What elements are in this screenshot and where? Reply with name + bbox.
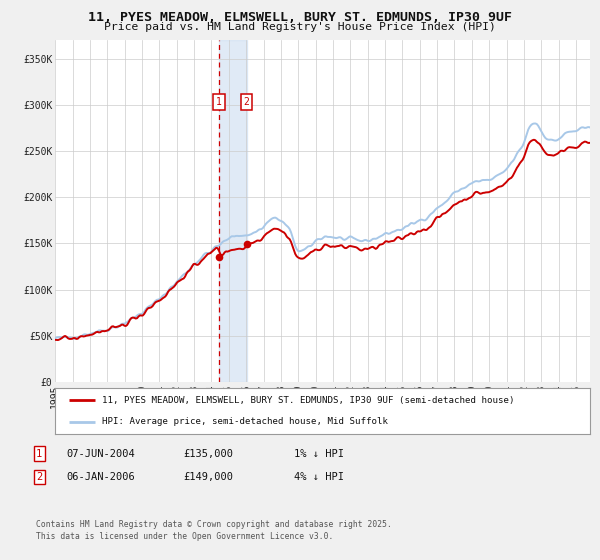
Text: 1: 1 — [216, 97, 222, 107]
Text: Price paid vs. HM Land Registry's House Price Index (HPI): Price paid vs. HM Land Registry's House … — [104, 22, 496, 32]
Text: 4% ↓ HPI: 4% ↓ HPI — [294, 472, 344, 482]
Text: 2: 2 — [244, 97, 250, 107]
Text: HPI: Average price, semi-detached house, Mid Suffolk: HPI: Average price, semi-detached house,… — [102, 417, 388, 426]
Text: 2: 2 — [36, 472, 42, 482]
Text: Contains HM Land Registry data © Crown copyright and database right 2025.: Contains HM Land Registry data © Crown c… — [36, 520, 392, 529]
Text: £149,000: £149,000 — [183, 472, 233, 482]
Text: 06-JAN-2006: 06-JAN-2006 — [66, 472, 135, 482]
Text: £135,000: £135,000 — [183, 449, 233, 459]
Text: This data is licensed under the Open Government Licence v3.0.: This data is licensed under the Open Gov… — [36, 532, 334, 541]
Text: 07-JUN-2004: 07-JUN-2004 — [66, 449, 135, 459]
Bar — [219, 40, 247, 382]
Text: 1% ↓ HPI: 1% ↓ HPI — [294, 449, 344, 459]
Text: 11, PYES MEADOW, ELMSWELL, BURY ST. EDMUNDS, IP30 9UF: 11, PYES MEADOW, ELMSWELL, BURY ST. EDMU… — [88, 11, 512, 24]
Text: 1: 1 — [36, 449, 42, 459]
Text: 11, PYES MEADOW, ELMSWELL, BURY ST. EDMUNDS, IP30 9UF (semi-detached house): 11, PYES MEADOW, ELMSWELL, BURY ST. EDMU… — [102, 396, 515, 405]
